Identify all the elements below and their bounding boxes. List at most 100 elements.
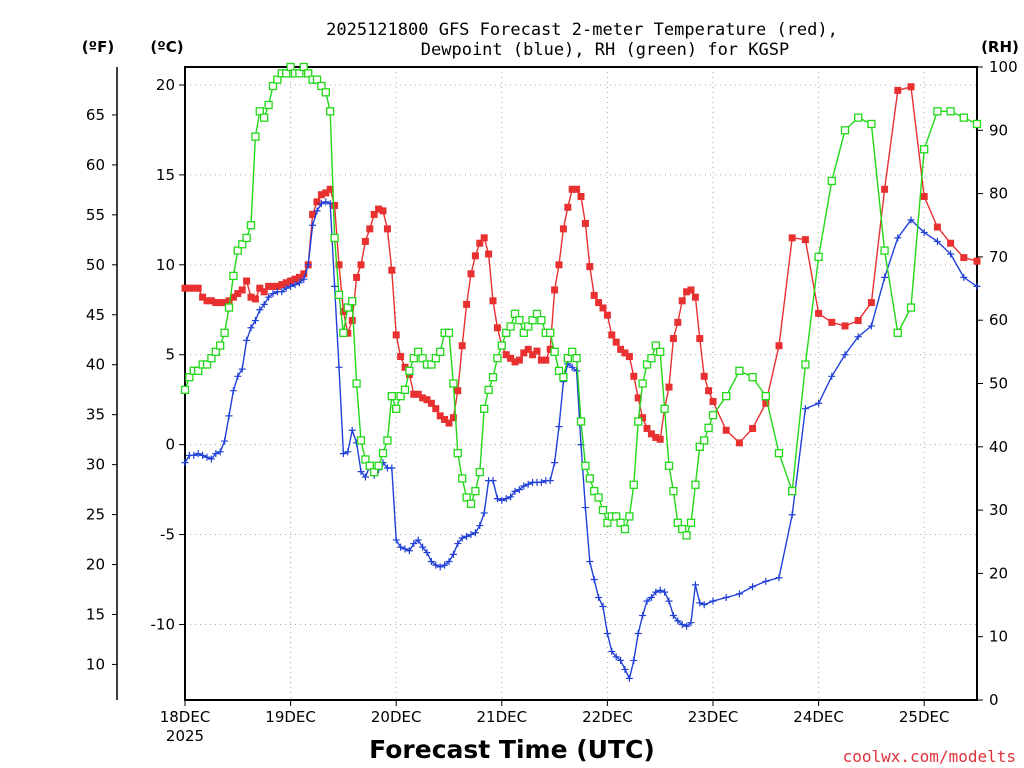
- axes: 65605550454035302520151020151050-5-10100…: [86, 58, 1018, 745]
- data-point: [489, 297, 497, 305]
- data-point: [537, 356, 545, 364]
- data-point: [774, 448, 784, 458]
- data-point: [880, 246, 889, 255]
- data-point: [379, 207, 387, 215]
- data-point: [224, 303, 234, 312]
- data-point: [286, 62, 295, 72]
- data-point: [515, 486, 523, 494]
- data-point: [352, 379, 361, 388]
- data-point: [221, 299, 229, 307]
- data-point: [211, 347, 220, 357]
- data-point: [326, 185, 334, 193]
- data-point: [894, 86, 902, 94]
- data-point: [436, 563, 444, 571]
- data-point: [419, 394, 427, 402]
- data-point: [243, 336, 251, 344]
- fahrenheit-tick-label: 65: [86, 106, 105, 124]
- data-point: [642, 360, 652, 369]
- data-point: [497, 341, 506, 350]
- plot-frame: [184, 66, 978, 701]
- data-point: [881, 185, 889, 193]
- data-point: [612, 512, 621, 521]
- data-point: [660, 404, 669, 413]
- data-point: [643, 597, 651, 605]
- data-point: [634, 629, 642, 637]
- data-point: [260, 288, 268, 296]
- data-point: [683, 288, 691, 296]
- data-point: [775, 342, 783, 350]
- data-point: [387, 392, 396, 401]
- series-line: [184, 65, 978, 537]
- data-point: [691, 581, 699, 589]
- data-point: [392, 404, 401, 413]
- data-point: [370, 210, 378, 218]
- data-point: [656, 586, 664, 594]
- data-point: [234, 290, 242, 298]
- data-point: [405, 366, 414, 375]
- data-point: [581, 219, 589, 227]
- data-point: [568, 347, 577, 357]
- data-point: [282, 284, 290, 292]
- data-point: [441, 561, 449, 569]
- data-point: [388, 464, 396, 472]
- data-point: [629, 480, 638, 489]
- data-point: [392, 536, 400, 544]
- data-point: [445, 419, 453, 427]
- data-point: [353, 273, 361, 281]
- data-point: [678, 524, 687, 534]
- data-point: [458, 534, 466, 542]
- data-point: [300, 270, 308, 278]
- data-point: [828, 318, 836, 326]
- data-point: [959, 113, 968, 122]
- data-point: [180, 385, 190, 394]
- data-point: [507, 354, 515, 362]
- data-point: [555, 261, 563, 269]
- data-point: [356, 436, 366, 445]
- data-point: [203, 453, 211, 461]
- data-point: [238, 286, 246, 294]
- data-point: [431, 354, 440, 363]
- data-point: [612, 338, 620, 346]
- data-point: [608, 647, 616, 655]
- data-point: [383, 436, 392, 445]
- data-point: [234, 372, 242, 380]
- data-point: [840, 126, 850, 135]
- data-point: [334, 290, 344, 300]
- data-point: [260, 113, 269, 122]
- data-point: [243, 277, 251, 285]
- data-point: [488, 373, 498, 382]
- data-point: [480, 404, 489, 413]
- data-point: [357, 468, 365, 476]
- data-point: [647, 354, 656, 363]
- data-point: [207, 297, 215, 305]
- data-point: [203, 297, 211, 305]
- data-point: [485, 250, 493, 258]
- data-point: [907, 216, 915, 224]
- data-point: [700, 436, 709, 445]
- data-point: [436, 347, 445, 357]
- data-point: [476, 239, 484, 247]
- data-point: [595, 299, 603, 307]
- data-point: [419, 543, 427, 551]
- fahrenheit-tick-label: 30: [86, 456, 105, 474]
- data-point: [656, 347, 665, 357]
- data-point: [801, 236, 809, 244]
- data-point: [630, 372, 638, 380]
- data-point: [643, 424, 651, 432]
- data-point: [265, 293, 273, 301]
- x-tick-label: 19DEC: [265, 708, 316, 726]
- data-point: [299, 62, 308, 72]
- data-point: [309, 221, 317, 229]
- data-point: [330, 233, 339, 243]
- data-point: [278, 281, 286, 289]
- data-point: [309, 210, 317, 218]
- x-tick-label: 18DEC: [160, 708, 211, 726]
- data-point: [638, 379, 647, 388]
- data-point: [678, 297, 686, 305]
- fahrenheit-tick-label: 60: [86, 156, 105, 174]
- data-point: [410, 390, 418, 398]
- data-point: [709, 397, 717, 405]
- data-point: [515, 316, 524, 325]
- data-point: [683, 622, 691, 630]
- data-point: [691, 293, 699, 301]
